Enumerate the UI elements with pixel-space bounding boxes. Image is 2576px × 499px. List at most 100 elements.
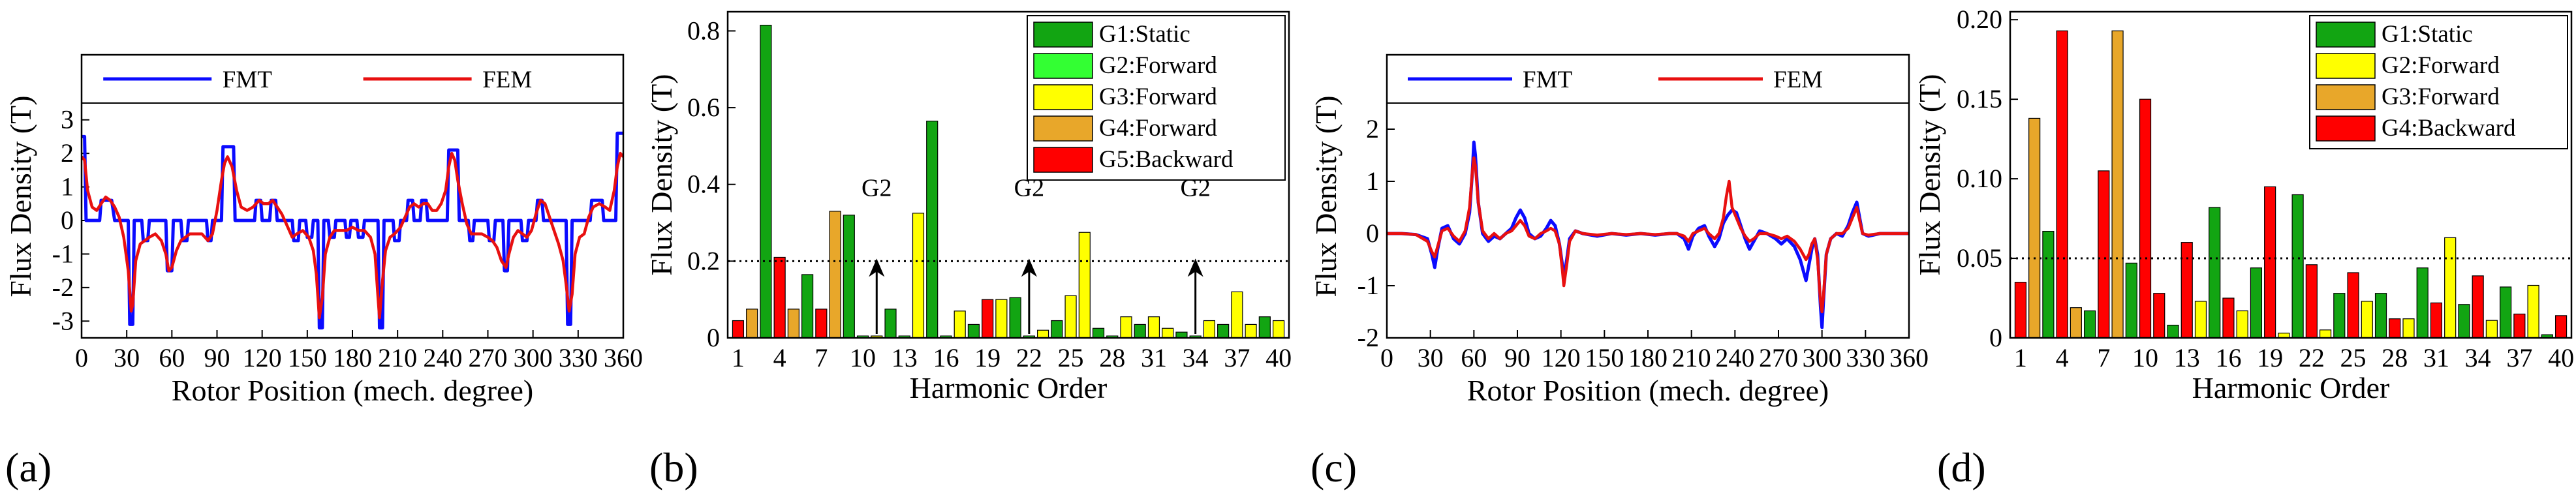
x-tick-label: 180 xyxy=(1628,343,1668,372)
bar-harmonic-32 xyxy=(2444,237,2457,339)
bar-harmonic-15 xyxy=(2209,207,2221,339)
bar-harmonic-9 xyxy=(843,215,855,339)
legend-label-fem: FEM xyxy=(1773,67,1823,93)
bar-harmonic-31 xyxy=(2430,302,2443,339)
legend-label-3: G3:Forward xyxy=(1099,83,1217,110)
y-tick-label: -2 xyxy=(52,273,74,302)
bar-harmonic-2 xyxy=(2028,117,2041,339)
x-tick-label: 1 xyxy=(2014,343,2027,372)
x-tick-label: 37 xyxy=(1224,343,1250,372)
y-tick-label: 0.4 xyxy=(687,170,720,199)
bar-harmonic-5 xyxy=(2070,307,2082,339)
bar-harmonic-29 xyxy=(2402,318,2415,339)
x-tick-label: 40 xyxy=(1265,343,1292,372)
x-tick-label: 120 xyxy=(1542,343,1581,372)
x-tick-label: 300 xyxy=(1803,343,1842,372)
bar-harmonic-18 xyxy=(2250,267,2263,339)
legend-swatch-1 xyxy=(1033,22,1093,48)
bar-harmonic-14 xyxy=(912,213,925,339)
bar-harmonic-20 xyxy=(995,299,1008,339)
annotation-arrowhead xyxy=(1021,258,1037,277)
bar-harmonic-19 xyxy=(2264,186,2276,339)
bar-harmonic-34 xyxy=(2472,275,2484,339)
bar-harmonic-36 xyxy=(2500,286,2512,339)
plot-frame xyxy=(726,10,1290,339)
x-tick-label: 22 xyxy=(1016,343,1042,372)
legend-label-fmt: FMT xyxy=(223,67,272,93)
bar-harmonic-26 xyxy=(2361,301,2373,339)
legend-swatch-2 xyxy=(2316,53,2376,79)
legend-label-1: G1:Static xyxy=(2382,21,2473,48)
x-tick-label: 34 xyxy=(2465,343,2491,372)
bar-harmonic-9 xyxy=(2125,262,2137,339)
bar-harmonic-23 xyxy=(2319,329,2332,339)
bar-harmonic-25 xyxy=(1064,295,1077,339)
y-tick-label: 0.05 xyxy=(1957,243,2002,273)
x-tick-label: 16 xyxy=(933,343,959,372)
legend-swatch-4 xyxy=(2316,115,2376,142)
y-axis-label: Flux Density (T) xyxy=(1309,95,1342,297)
legend-label-4: G4:Forward xyxy=(1099,115,1217,142)
y-tick-label: 0.15 xyxy=(1957,84,2002,113)
x-tick-label: 60 xyxy=(1461,343,1487,372)
y-tick-label: -2 xyxy=(1358,323,1379,352)
bar-harmonic-12 xyxy=(2167,324,2179,339)
x-tick-label: 270 xyxy=(469,343,508,372)
bar-harmonic-25 xyxy=(2347,272,2359,339)
bar-harmonic-26 xyxy=(1078,232,1091,339)
bar-harmonic-33 xyxy=(2458,304,2470,339)
x-tick-label: 16 xyxy=(2215,343,2241,372)
bar-harmonic-39 xyxy=(1258,316,1271,339)
bar-harmonic-27 xyxy=(2374,293,2387,339)
bar-harmonic-10 xyxy=(2139,98,2152,339)
panel-label: (c) xyxy=(1311,444,1357,491)
legend-label-fem: FEM xyxy=(482,67,532,93)
x-tick-label: 120 xyxy=(243,343,282,372)
plot-frame xyxy=(80,53,625,339)
bar-harmonic-37 xyxy=(2513,313,2526,339)
chart-panel-c: 0 30 60 90 120 150 180 210 240 270 300 330 360 -2 -1 0 1… xyxy=(1309,53,1929,491)
annotation-arrowhead xyxy=(869,258,885,277)
bar-harmonic-4 xyxy=(2056,30,2068,339)
bar-harmonic-14 xyxy=(2194,301,2207,339)
bar-harmonic-13 xyxy=(2180,242,2193,339)
x-tick-label: 240 xyxy=(423,343,462,372)
x-tick-label: 37 xyxy=(2506,343,2532,372)
bar-harmonic-17 xyxy=(2236,310,2248,339)
bar-harmonic-37 xyxy=(1231,291,1243,339)
bar-harmonic-24 xyxy=(1051,320,1063,339)
x-tick-label: 0 xyxy=(75,343,88,372)
legend-swatch-1 xyxy=(2316,22,2376,48)
plot-frame xyxy=(2009,10,2573,339)
x-tick-label: 30 xyxy=(1418,343,1444,372)
y-tick-label: -1 xyxy=(1358,271,1379,300)
x-tick-label: 300 xyxy=(514,343,553,372)
x-tick-label: 13 xyxy=(2174,343,2200,372)
x-tick-label: 150 xyxy=(288,343,327,372)
legend-swatch-5 xyxy=(1033,147,1093,173)
series-line-fem xyxy=(82,151,623,320)
bar-harmonic-36 xyxy=(1217,324,1230,339)
x-tick-label: 22 xyxy=(2299,343,2325,372)
x-tick-label: 13 xyxy=(892,343,918,372)
bar-harmonic-19 xyxy=(982,299,994,339)
legend-label-5: G5:Backward xyxy=(1099,146,1234,173)
bar-harmonic-2 xyxy=(746,309,758,339)
bar-harmonic-28 xyxy=(2389,318,2401,339)
bar-harmonic-38 xyxy=(1245,324,1257,339)
y-tick-label: 3 xyxy=(61,105,74,134)
bar-harmonic-40 xyxy=(1272,320,1285,339)
bar-harmonic-16 xyxy=(2222,297,2235,339)
bar-harmonic-35 xyxy=(2485,320,2498,339)
x-tick-label: 360 xyxy=(1889,343,1929,372)
panel-label: (d) xyxy=(1937,444,1986,491)
x-tick-label: 270 xyxy=(1759,343,1798,372)
x-tick-label: 0 xyxy=(1380,343,1393,372)
bar-harmonic-22 xyxy=(2305,264,2318,339)
bar-harmonic-24 xyxy=(2333,293,2346,339)
y-tick-label: 0.10 xyxy=(1957,164,2002,193)
x-axis-label: Harmonic Order xyxy=(2192,371,2390,404)
plot-frame xyxy=(1386,53,1910,339)
y-axis-label: Flux Density (T) xyxy=(4,95,37,297)
x-tick-label: 210 xyxy=(1672,343,1711,372)
